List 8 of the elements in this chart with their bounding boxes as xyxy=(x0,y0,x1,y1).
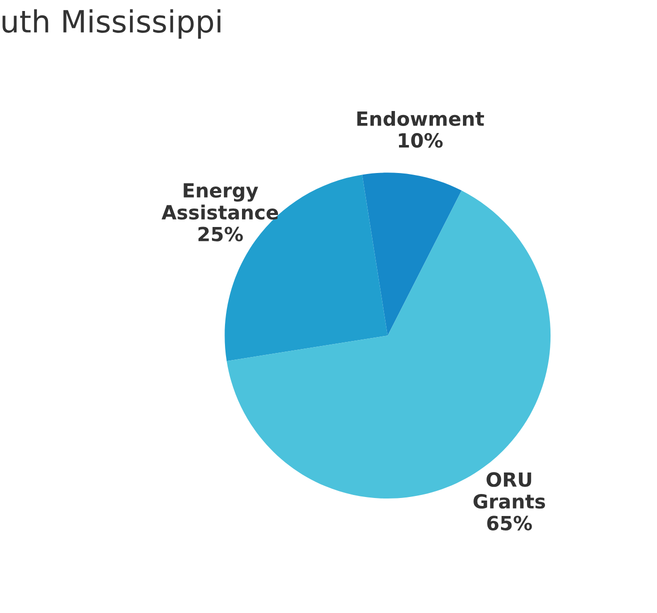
slice-label: ORU Grants xyxy=(474,472,546,509)
slice-label: Energy Assistance xyxy=(162,183,278,220)
pie-slice xyxy=(362,172,462,336)
data-label: 10% xyxy=(398,133,443,148)
data-label: 65% xyxy=(487,516,532,530)
data-label: 25% xyxy=(198,226,243,242)
chart-title: uth Mississippi xyxy=(2,9,220,39)
slice-label: Endowment xyxy=(357,110,484,126)
